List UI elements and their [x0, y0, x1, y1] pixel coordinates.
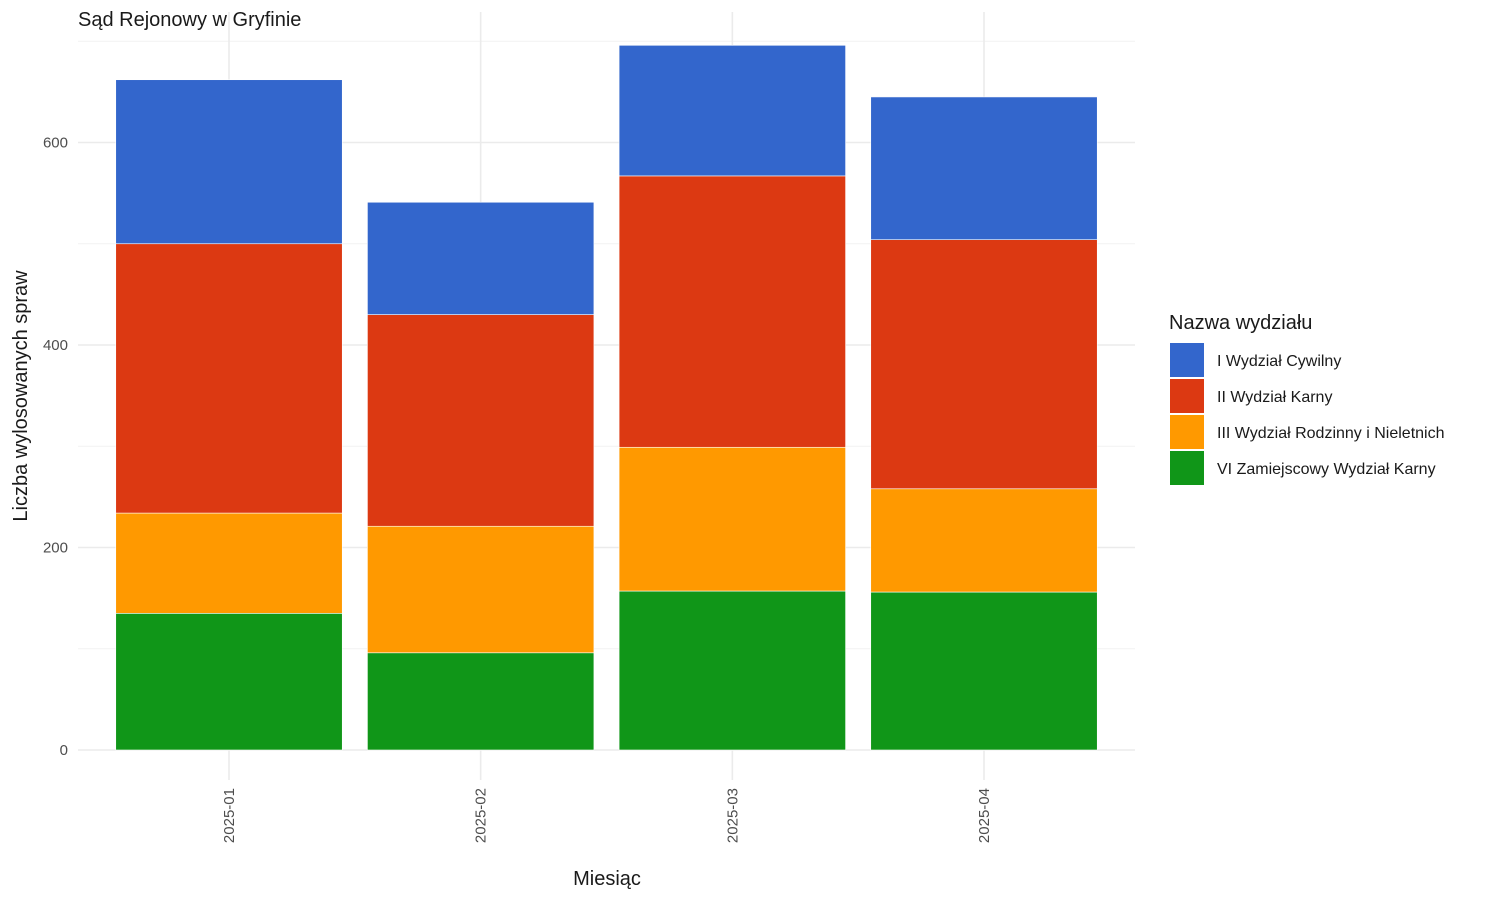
bar-segment [115, 613, 343, 751]
x-axis-ticks: 2025-01 2025-02 2025-03 2025-04 [221, 788, 993, 843]
x-tick-label: 2025-04 [976, 788, 993, 843]
legend-swatch [1170, 451, 1204, 485]
bars [115, 44, 1098, 751]
legend-swatch [1170, 415, 1204, 449]
bar-segment [870, 488, 1098, 593]
bar-segment [367, 652, 595, 751]
y-tick-label: 200 [43, 540, 68, 557]
legend: Nazwa wydziału I Wydział Cywilny II Wydzi… [1169, 312, 1445, 485]
bar-segment [367, 314, 595, 527]
x-tick-label: 2025-02 [473, 788, 490, 843]
bar-segment [870, 96, 1098, 240]
legend-label: II Wydział Karny [1217, 389, 1332, 406]
bar-segment [618, 44, 846, 177]
bar-segment [115, 79, 343, 245]
bar-segment [870, 239, 1098, 490]
x-axis-title: Miesiąc [573, 868, 641, 890]
legend-swatch [1170, 379, 1204, 413]
bar-segment [618, 175, 846, 448]
bar-segment [618, 446, 846, 592]
bar-segment [618, 590, 846, 751]
legend-swatch [1170, 343, 1204, 377]
legend-title: Nazwa wydziału [1169, 312, 1312, 334]
y-tick-label: 600 [43, 135, 68, 152]
bar-segment [870, 591, 1098, 751]
y-tick-label: 400 [43, 337, 68, 354]
chart-title: Sąd Rejonowy w Gryfinie [78, 9, 301, 31]
legend-label: III Wydział Rodzinny i Nieletnich [1217, 425, 1445, 442]
bar-segment [115, 512, 343, 614]
y-tick-label: 0 [60, 742, 68, 759]
y-axis-ticks: 0 200 400 600 [43, 135, 68, 760]
y-axis-title: Liczba wylosowanych spraw [10, 270, 32, 522]
x-tick-label: 2025-03 [724, 788, 741, 843]
legend-label: VI Zamiejscowy Wydział Karny [1217, 461, 1436, 478]
bar-segment [115, 243, 343, 514]
bar-segment [367, 201, 595, 315]
legend-label: I Wydział Cywilny [1217, 353, 1341, 370]
x-tick-label: 2025-01 [221, 788, 238, 843]
bar-segment [367, 525, 595, 654]
